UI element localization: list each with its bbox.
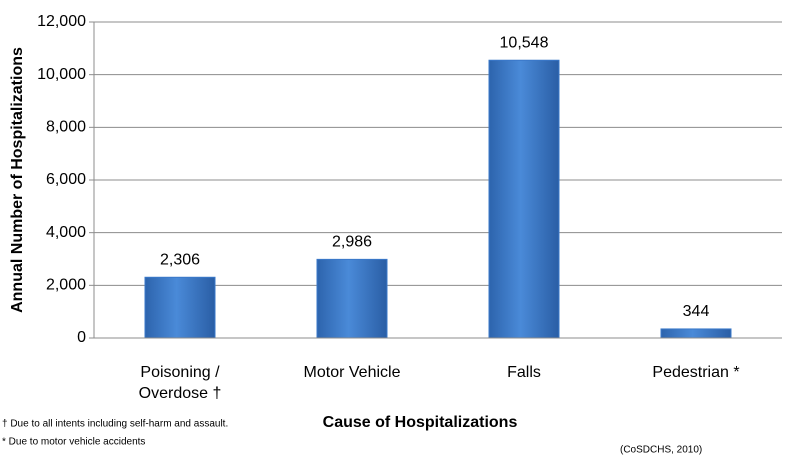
footnote: † Due to all intents including self-harm… bbox=[2, 419, 228, 430]
value-label: 10,548 bbox=[500, 34, 549, 51]
y-tick-label: 6,000 bbox=[46, 171, 86, 188]
x-tick-label: Falls bbox=[507, 364, 541, 381]
footnote: * Due to motor vehicle accidents bbox=[2, 437, 145, 448]
y-tick-label: 12,000 bbox=[37, 13, 86, 30]
x-tick-label: Motor Vehicle bbox=[303, 364, 401, 381]
y-tick-label: 4,000 bbox=[46, 224, 86, 241]
x-axis-title: Cause of Hospitalizations bbox=[323, 414, 518, 431]
y-tick-label: 8,000 bbox=[46, 119, 86, 136]
y-tick-label: 0 bbox=[77, 329, 86, 346]
bar bbox=[488, 59, 560, 339]
source: (CoSDCHS, 2010) bbox=[620, 445, 702, 455]
y-tick-label: 10,000 bbox=[37, 66, 86, 83]
y-tick-label: 2,000 bbox=[46, 277, 86, 294]
value-label: 2,306 bbox=[160, 251, 200, 268]
bar bbox=[316, 258, 388, 339]
value-label: 344 bbox=[683, 303, 710, 320]
bar bbox=[660, 328, 732, 339]
x-tick-label: Poisoning / Overdose † bbox=[138, 364, 222, 402]
bar bbox=[144, 276, 216, 339]
value-label: 2,986 bbox=[332, 234, 372, 251]
x-tick-label: Pedestrian * bbox=[652, 364, 740, 381]
y-axis-title: Annual Number of Hospitalizations bbox=[9, 47, 26, 313]
